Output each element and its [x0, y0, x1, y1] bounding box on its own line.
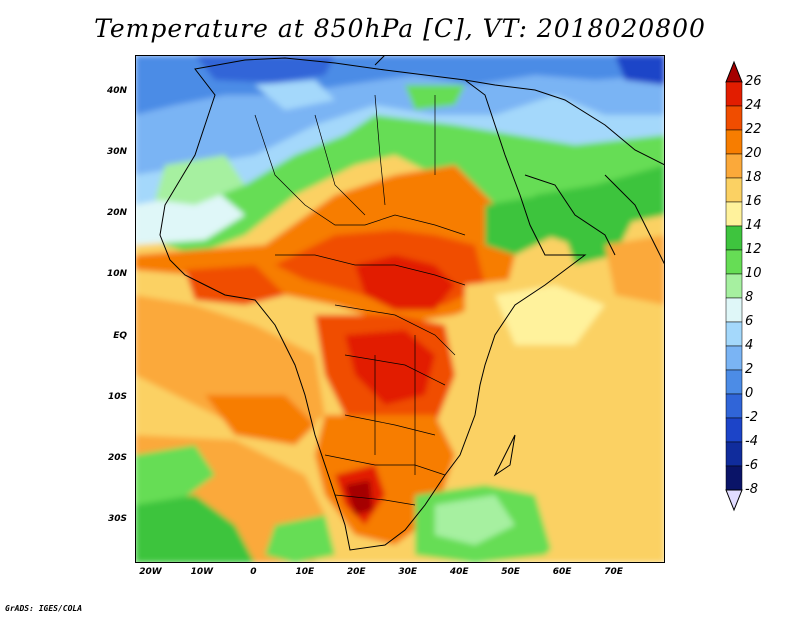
colorbar-swatch: [725, 321, 743, 347]
colorbar-label: 8: [745, 290, 754, 305]
colorbar-label: -6: [745, 458, 758, 473]
colorbar-swatch: [725, 153, 743, 179]
latitude-label: 10S: [107, 391, 127, 402]
colorbar-label: 24: [745, 98, 762, 113]
latitude-label: 30S: [107, 514, 127, 525]
longitude-label: 0: [250, 567, 257, 577]
map-title: Temperature at 850hPa [C], VT: 201802080…: [94, 14, 706, 43]
colorbar-label: 18: [745, 170, 762, 185]
latitude-label: 20S: [107, 452, 127, 463]
colorbar-label: 22: [745, 122, 762, 137]
longitude-label: 10W: [190, 567, 214, 577]
colorbar-label: 12: [745, 242, 762, 257]
colorbar-swatch: [725, 177, 743, 203]
colorbar-swatch: [725, 393, 743, 419]
colorbar: [725, 60, 743, 512]
latitude-label: 30N: [106, 146, 127, 157]
coastlines: [159, 55, 665, 551]
temperature-map: [135, 55, 665, 563]
colorbar-label: 2: [745, 362, 754, 377]
longitude-label: 20W: [139, 567, 162, 577]
temperature-field: [135, 55, 665, 563]
colorbar-swatch: [725, 369, 743, 395]
temperature-shading: [135, 55, 665, 563]
colorbar-swatch: [725, 129, 743, 155]
colorbar-swatch: [725, 273, 743, 299]
colorbar-swatch: [725, 81, 743, 107]
latitude-label: 20N: [106, 208, 127, 219]
colorbar-swatch: [725, 105, 743, 131]
latitude-label: 10N: [106, 269, 127, 280]
country-borders: [254, 94, 466, 506]
colorbar-label: 6: [745, 314, 754, 329]
colorbar-max-arrow: [725, 60, 743, 83]
longitude-label: 60E: [552, 567, 572, 577]
latitude-label: 40N: [106, 85, 127, 96]
colorbar-swatch: [725, 297, 743, 323]
latitude-label: EQ: [113, 330, 127, 341]
colorbar-swatch: [725, 441, 743, 467]
colorbar-swatch: [725, 345, 743, 371]
colorbar-swatch: [725, 417, 743, 443]
colorbar-label: 26: [745, 74, 762, 89]
longitude-label: 30E: [398, 567, 418, 577]
colorbar-swatch: [725, 225, 743, 251]
colorbar-label: -2: [745, 410, 758, 425]
longitude-label: 20E: [346, 567, 366, 577]
colorbar-label: 0: [745, 386, 754, 401]
colorbar-label: 20: [745, 146, 762, 161]
colorbar-label: 16: [745, 194, 762, 209]
longitude-label: 50E: [501, 567, 520, 577]
colorbar-label: 10: [745, 266, 762, 281]
colorbar-swatch: [725, 465, 743, 491]
longitude-label: 10E: [295, 567, 315, 577]
colorbar-label: -8: [745, 482, 758, 497]
colorbar-label: 14: [745, 218, 762, 233]
colorbar-label: -4: [745, 434, 758, 449]
colorbar-swatch: [725, 201, 743, 227]
colorbar-min-arrow: [725, 489, 743, 512]
colorbar-label: 4: [745, 338, 754, 353]
longitude-label: 70E: [604, 567, 623, 577]
grads-credit: GrADS: IGES/COLA: [5, 604, 83, 613]
longitude-label: 40E: [449, 567, 469, 577]
colorbar-swatch: [725, 249, 743, 275]
